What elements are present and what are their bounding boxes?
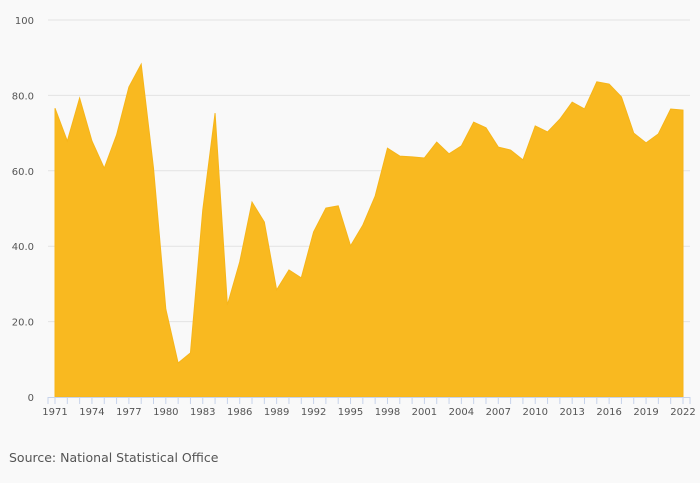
x-tick-label: 1974 — [79, 407, 104, 418]
x-tick-label: 2013 — [559, 407, 584, 418]
area-chart: 0 20.0 40.0 60.0 80.0 100 1971 1974 1977 1980 1983… — [12, 16, 696, 418]
x-tick-label: 2007 — [486, 407, 511, 418]
x-tick-label: 2022 — [670, 407, 695, 418]
x-tick-label: 2016 — [596, 407, 621, 418]
x-tick-label: 1983 — [190, 407, 215, 418]
source-note: Source: National Statistical Office — [9, 450, 219, 465]
x-tick-label: 1977 — [116, 407, 141, 418]
x-tick-label: 2010 — [523, 407, 548, 418]
x-tick-label: 1971 — [42, 407, 67, 418]
y-tick-label: 80.0 — [12, 91, 34, 102]
y-tick-label: 60.0 — [12, 167, 34, 178]
x-tick-label: 1995 — [338, 407, 363, 418]
y-tick-label: 20.0 — [12, 318, 34, 329]
y-tick-label: 0 — [28, 393, 34, 404]
x-tick-label: 1980 — [153, 407, 178, 418]
x-tick-label: 1989 — [264, 407, 289, 418]
x-tick-label: 1998 — [375, 407, 400, 418]
x-tick-label: 2019 — [633, 407, 658, 418]
x-tick-label: 1992 — [301, 407, 326, 418]
x-tick-label: 1986 — [227, 407, 252, 418]
y-tick-label: 100 — [15, 16, 34, 27]
x-tick-label: 2001 — [412, 407, 437, 418]
area-series — [54, 62, 684, 398]
y-tick-label: 40.0 — [12, 242, 34, 253]
x-tick-label: 2004 — [449, 407, 474, 418]
